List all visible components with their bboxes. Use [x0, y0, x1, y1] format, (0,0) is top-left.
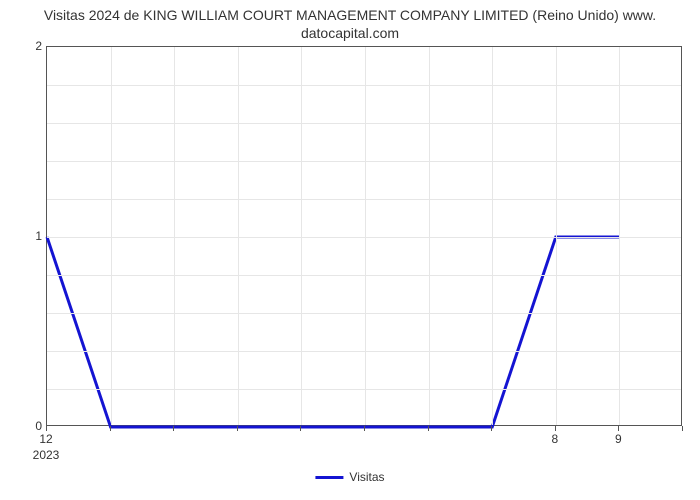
plot-area [46, 46, 682, 426]
x-tick-mark [237, 426, 238, 431]
legend-swatch [315, 476, 343, 479]
x-tick-mark [491, 426, 492, 431]
gridline-h-minor [47, 313, 681, 314]
gridline-h-minor [47, 123, 681, 124]
gridline-v [301, 47, 302, 425]
series-polyline [47, 237, 619, 427]
y-tick-label: 0 [28, 419, 42, 433]
legend-label: Visitas [349, 470, 384, 484]
gridline-h-minor [47, 199, 681, 200]
gridline-v [556, 47, 557, 425]
x-tick-sublabel: 2023 [33, 448, 60, 462]
gridline-v [492, 47, 493, 425]
gridline-h-minor [47, 351, 681, 352]
x-tick-mark [428, 426, 429, 431]
gridline-h-minor [47, 389, 681, 390]
gridline-v [429, 47, 430, 425]
gridline-h-minor [47, 161, 681, 162]
x-tick-mark [618, 426, 619, 431]
x-tick-mark [682, 426, 683, 431]
gridline-v [174, 47, 175, 425]
x-tick-mark [364, 426, 365, 431]
chart-title-line1: Visitas 2024 de KING WILLIAM COURT MANAG… [44, 7, 656, 23]
x-tick-mark [46, 426, 47, 431]
gridline-h [47, 237, 681, 238]
gridline-h-minor [47, 275, 681, 276]
x-tick-mark [555, 426, 556, 431]
x-tick-label: 9 [615, 432, 622, 446]
x-tick-mark [110, 426, 111, 431]
y-tick-label: 2 [28, 39, 42, 53]
legend: Visitas [315, 470, 384, 484]
x-tick-label: 8 [551, 432, 558, 446]
chart-title: Visitas 2024 de KING WILLIAM COURT MANAG… [0, 0, 700, 42]
x-tick-mark [300, 426, 301, 431]
gridline-v [111, 47, 112, 425]
gridline-v [365, 47, 366, 425]
gridline-v [619, 47, 620, 425]
gridline-h-minor [47, 85, 681, 86]
chart-title-line2: datocapital.com [301, 25, 399, 41]
y-tick-label: 1 [28, 229, 42, 243]
x-tick-label: 12 [39, 432, 52, 446]
visits-chart: Visitas 2024 de KING WILLIAM COURT MANAG… [0, 0, 700, 500]
x-tick-mark [173, 426, 174, 431]
gridline-v [238, 47, 239, 425]
